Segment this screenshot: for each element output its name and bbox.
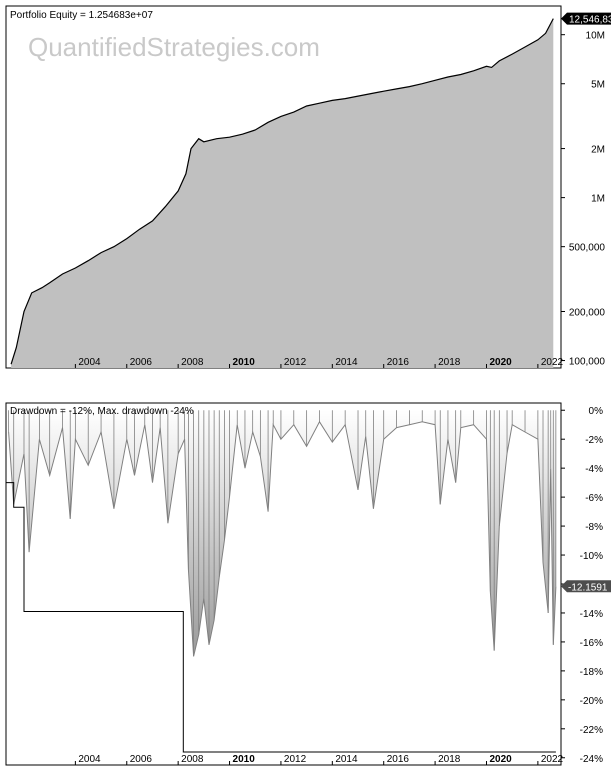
equity-y-ticks: 10M 5M 2M 1M 500,000 200,000 100,000 xyxy=(561,31,605,368)
equity-series xyxy=(10,18,554,368)
drawdown-y-tick-label: -16% xyxy=(580,638,603,649)
equity-x-tick-label: 2014 xyxy=(335,357,358,368)
max-drawdown-line xyxy=(6,482,556,753)
watermark: QuantifiedStrategies.com xyxy=(28,32,320,62)
equity-x-axis: 2004 2006 2008 2010 2012 2014 2016 2018 2020 2022 xyxy=(74,357,564,368)
drawdown-x-tick-label: 2010 xyxy=(233,754,256,765)
drawdown-x-tick-label: 2012 xyxy=(284,754,307,765)
equity-x-tick-label: 2004 xyxy=(78,357,101,368)
drawdown-x-tick-label: 2014 xyxy=(335,754,358,765)
drawdown-y-tick-label: -22% xyxy=(580,725,603,736)
drawdown-y-tick-label: -24% xyxy=(580,754,603,765)
equity-line xyxy=(10,18,554,365)
equity-x-tick-label: 2020 xyxy=(489,357,512,368)
drawdown-x-tick-label: 2022 xyxy=(541,754,564,765)
equity-y-tick-label: 500,000 xyxy=(569,243,606,254)
equity-y-tick-label: 200,000 xyxy=(569,307,606,318)
drawdown-tag-text: -12.1591 xyxy=(568,582,608,593)
drawdown-x-axis: 2004 2006 2008 2010 2012 2014 2016 2018 2020 2022 xyxy=(74,754,564,765)
drawdown-x-tick-label: 2020 xyxy=(489,754,512,765)
equity-title: Portfolio Equity = 1.254683e+07 xyxy=(10,10,153,21)
drawdown-x-tick-label: 2008 xyxy=(181,754,204,765)
drawdown-series xyxy=(8,410,557,657)
drawdown-title: Drawdown = -12%, Max. drawdown -24% xyxy=(10,406,194,417)
equity-x-tick-label: 2012 xyxy=(284,357,307,368)
equity-x-tick-label: 2018 xyxy=(438,357,461,368)
equity-tag-text: 12,546,83 xyxy=(569,15,612,26)
drawdown-x-tick-label: 2004 xyxy=(78,754,101,765)
equity-y-tick-label: 5M xyxy=(591,80,605,91)
drawdown-y-tick-label: -10% xyxy=(580,551,603,562)
drawdown-pane: 0%-2%-4%-6%-8%-10%-12%-14%-16%-18%-20%-2… xyxy=(5,402,611,766)
equity-last-value-tag: 12,546,83 xyxy=(561,12,612,26)
drawdown-y-tick-label: -8% xyxy=(585,522,603,533)
drawdown-y-tick-label: -14% xyxy=(580,609,603,620)
equity-y-tick-label: 2M xyxy=(591,145,605,156)
drawdown-last-value-tag: -12.1591 xyxy=(561,580,611,593)
drawdown-tag-bg xyxy=(561,580,611,593)
drawdown-x-tick-label: 2016 xyxy=(387,754,410,765)
drawdown-y-tick-label: -18% xyxy=(580,667,603,678)
equity-tag-bg xyxy=(561,12,611,25)
equity-y-tick-label: 10M xyxy=(586,31,605,42)
equity-pane: 10M 5M 2M 1M 500,000 200,000 100,000 Quantifie… xyxy=(5,5,612,369)
equity-y-tick-label: 1M xyxy=(591,194,605,205)
drawdown-y-tick-label: -2% xyxy=(585,435,603,446)
drawdown-y-tick-label: 0% xyxy=(589,406,604,417)
max-drawdown-step-line xyxy=(6,482,556,753)
equity-x-tick-label: 2022 xyxy=(541,357,564,368)
equity-area xyxy=(11,18,554,368)
equity-x-tick-label: 2008 xyxy=(181,357,204,368)
equity-y-tick-label: 100,000 xyxy=(569,357,606,368)
drawdown-x-tick-label: 2006 xyxy=(130,754,153,765)
equity-x-tick-label: 2016 xyxy=(387,357,410,368)
equity-x-tick-label: 2006 xyxy=(130,357,153,368)
drawdown-y-tick-label: -20% xyxy=(580,696,603,707)
equity-x-tick-label: 2010 xyxy=(233,357,256,368)
drawdown-x-tick-label: 2018 xyxy=(438,754,461,765)
drawdown-y-tick-label: -6% xyxy=(585,493,603,504)
drawdown-y-tick-label: -4% xyxy=(585,464,603,475)
drawdown-plot-frame xyxy=(5,402,562,766)
